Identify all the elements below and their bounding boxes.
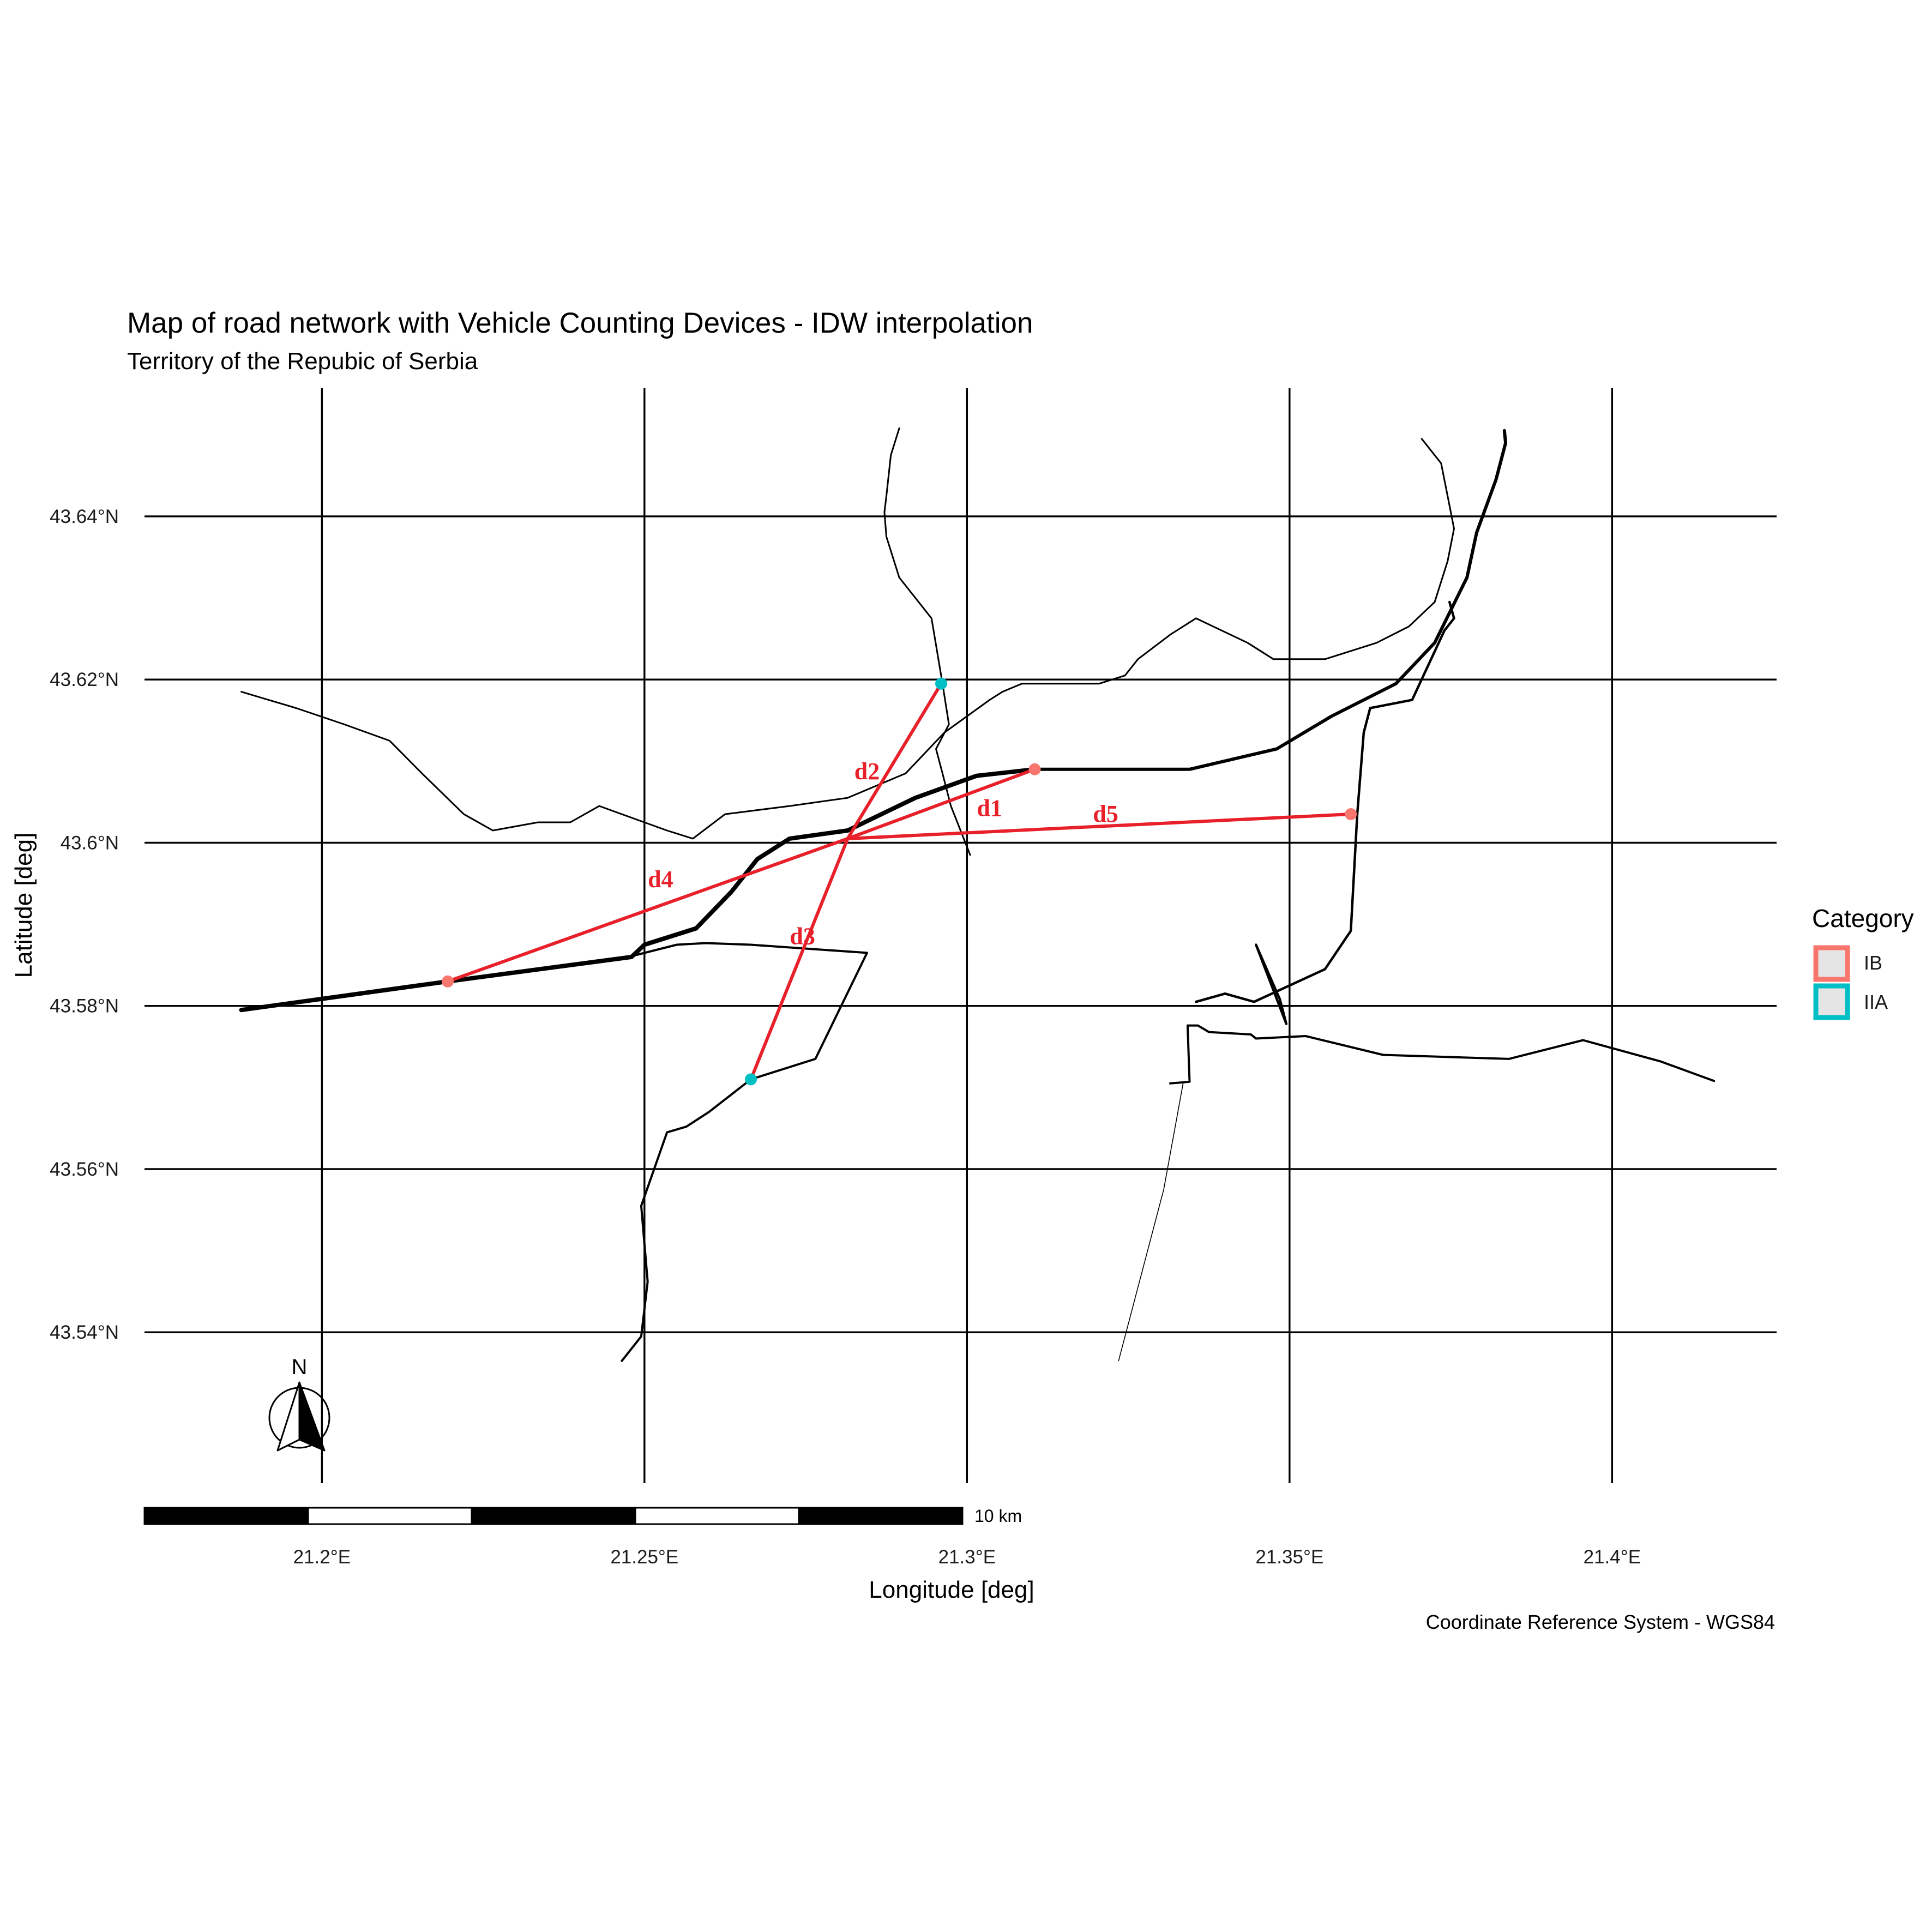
north-arrow-right-half (298, 1381, 326, 1452)
road-main (1033, 429, 1508, 771)
graticule (145, 388, 1777, 1483)
legend-label-iia: IIA (1864, 991, 1888, 1013)
caption: Coordinate Reference System - WGS84 (1426, 1611, 1775, 1633)
north-label: N (292, 1355, 308, 1379)
north-arrow-left-half (276, 1381, 300, 1452)
road-secondary (621, 942, 868, 1362)
y-tick-label: 43.64°N (50, 506, 119, 527)
y-tick-label: 43.56°N (50, 1159, 119, 1180)
device-point-ib (1345, 808, 1357, 821)
y-axis-ticks: 43.54°N 43.56°N 43.58°N 43.6°N 43.62°N 43.64°… (50, 506, 119, 1343)
road-minor (240, 438, 1455, 840)
scale-bar-label: 10 km (974, 1506, 1022, 1526)
scale-bar-segment (143, 1507, 309, 1525)
distance-label-d3: d3 (790, 923, 815, 949)
road-minor (883, 427, 971, 856)
distance-line-d5 (846, 812, 1353, 840)
scale-bar-segment (307, 1507, 473, 1525)
y-tick-label: 43.6°N (61, 832, 119, 853)
legend-title: Category (1812, 904, 1914, 932)
road-secondary (1195, 600, 1455, 1003)
distance-line-d2 (846, 682, 943, 840)
y-tick-label: 43.62°N (50, 669, 119, 690)
scale-bar-segment (798, 1507, 964, 1525)
device-point-ib (1028, 763, 1041, 775)
device-point-ib (442, 975, 454, 988)
road-secondary (1169, 1024, 1716, 1085)
road-track (1118, 1083, 1184, 1362)
device-point-iia (935, 677, 948, 690)
scale-bar: 10 km (143, 1506, 1022, 1526)
distance-label-d1: d1 (977, 795, 1002, 822)
device-point-iia (745, 1073, 757, 1086)
y-axis-title: Latitude [deg] (10, 833, 37, 978)
road-network (239, 427, 1716, 1362)
map-title: Map of road network with Vehicle Countin… (127, 307, 1033, 339)
scale-bar-segment (471, 1507, 636, 1525)
legend-key-ib (1813, 945, 1850, 982)
map-subtitle: Territory of the Repubic of Serbia (127, 348, 478, 375)
legend-key-iia (1813, 983, 1850, 1020)
distance-line-d4 (446, 836, 850, 983)
distance-lines (446, 682, 1353, 1081)
x-tick-label: 21.25°E (610, 1546, 678, 1568)
x-axis-title: Longitude [deg] (869, 1576, 1034, 1603)
distance-label-d2: d2 (854, 758, 880, 785)
x-tick-label: 21.4°E (1584, 1546, 1641, 1568)
distance-line-d1 (846, 767, 1037, 840)
counting-devices (442, 677, 1357, 1086)
legend-label-ib: IB (1864, 952, 1882, 974)
scale-bar-segment (634, 1507, 800, 1525)
x-axis-ticks: 21.2°E 21.25°E 21.3°E 21.35°E 21.4°E (293, 1546, 1641, 1568)
x-tick-label: 21.2°E (293, 1546, 351, 1568)
road-secondary (1255, 943, 1288, 1025)
north-arrow: N (268, 1355, 330, 1452)
distance-label-d4: d4 (648, 866, 673, 893)
y-tick-label: 43.54°N (50, 1322, 119, 1343)
y-tick-label: 43.58°N (50, 996, 119, 1017)
distance-line-d3 (749, 836, 850, 1081)
distance-label-d5: d5 (1093, 801, 1118, 827)
distance-labels: d1 d2 d3 d4 d5 (648, 758, 1118, 949)
x-tick-label: 21.3°E (938, 1546, 996, 1568)
legend: Category IB IIA (1812, 904, 1914, 1020)
road-main (239, 767, 1037, 1013)
x-tick-label: 21.35°E (1255, 1546, 1323, 1568)
